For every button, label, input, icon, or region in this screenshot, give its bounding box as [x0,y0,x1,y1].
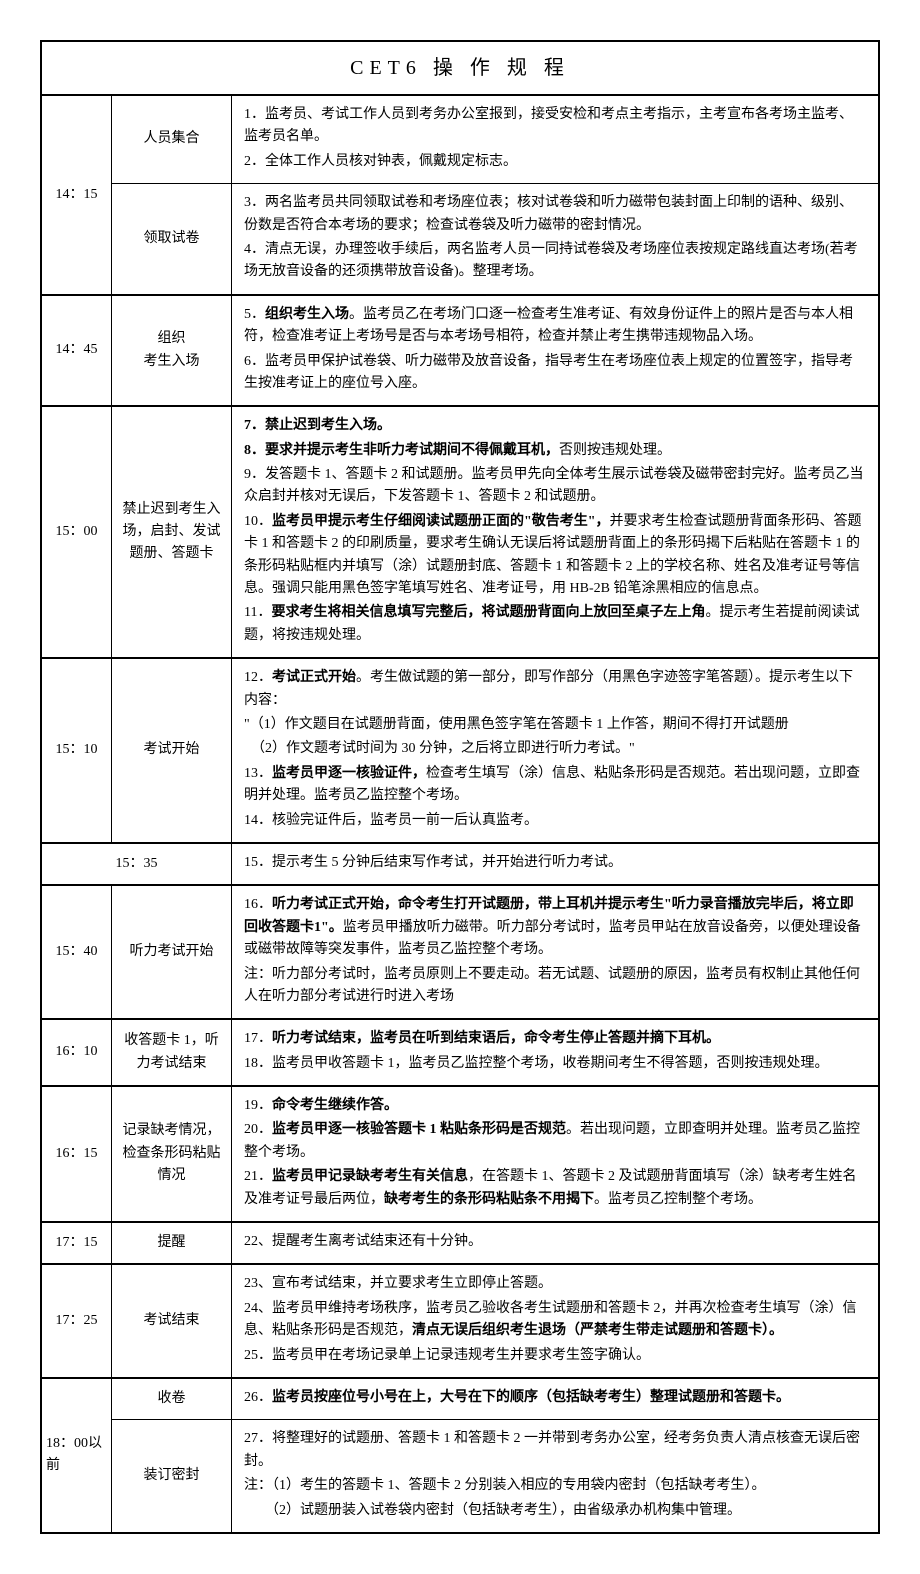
content-line: 21．监考员甲记录缺考考生有关信息，在答题卡 1、答题卡 2 及试题册背面填写（… [244,1166,866,1211]
time-cell: 18：00以前 [42,1379,112,1532]
table-row: 15：35 15．提示考生 5 分钟后结束写作考试，并开始进行听力考试。 [42,844,878,886]
content-line: 9．发答题卡 1、答题卡 2 和试题册。监考员甲先向全体考生展示试卷袋及磁带密封… [244,464,866,509]
content-line: 8．要求并提示考生非听力考试期间不得佩戴耳机，否则按违规处理。 [244,440,866,462]
time-cell: 15：10 [42,659,112,842]
content-line: 2．全体工作人员核对钟表，佩戴规定标志。 [244,151,866,173]
content-line: 19．命令考生继续作答。 [244,1095,866,1117]
activity-cell: 收卷 [112,1379,232,1419]
time-cell: 14：15 [42,96,112,294]
activity-cell: 领取试卷 [112,184,232,294]
activity-cell: 考试结束 [112,1265,232,1377]
table-row: 14：15人员集合 1．监考员、考试工作人员到考务办公室报到，接受安检和考点主考指… [42,96,878,296]
content-cell: 26．监考员按座位号小号在上，大号在下的顺序（包括缺考考生）整理试题册和答题卡。 [232,1379,878,1419]
content-line: 11．要求考生将相关信息填写完整后，将试题册背面向上放回至桌子左上角。提示考生若… [244,602,866,647]
content-line: 22、提醒考生离考试结束还有十分钟。 [244,1231,866,1253]
content-cell: 3．两名监考员共同领取试卷和考场座位表；核对试卷袋和听力磁带包装封面上印制的语种… [232,184,878,294]
table-row: 16：10收答题卡 1，听力考试结束17．听力考试结束，监考员在听到结束语后，命… [42,1020,878,1087]
activity-cell: 组织考生入场 [112,296,232,406]
content-line: （2）作文题考试时间为 30 分钟，之后将立即进行听力考试。" [244,738,866,760]
activity-cell: 装订密封 [112,1420,232,1532]
content-line: 27．将整理好的试题册、答题卡 1 和答题卡 2 一并带到考务办公室，经考务负责… [244,1428,866,1473]
content-line: 4．清点无误，办理签收手续后，两名监考人员一同持试卷袋及考场座位表按规定路线直达… [244,239,866,284]
time-cell: 15：40 [42,886,112,1018]
content-line: 5．组织考生入场。监考员乙在考场门口逐一检查考生准考证、有效身份证件上的照片是否… [244,304,866,349]
content-line: 14．核验完证件后，监考员一前一后认真监考。 [244,810,866,832]
content-cell: 22、提醒考生离考试结束还有十分钟。 [232,1223,878,1263]
activity-cell: 人员集合 [112,96,232,183]
content-cell: 15．提示考生 5 分钟后结束写作考试，并开始进行听力考试。 [232,844,878,884]
schedule-table: CET6 操 作 规 程 14：15人员集合 1．监考员、考试工作人员到考务办公室… [40,40,880,1534]
content-line: 3．两名监考员共同领取试卷和考场座位表；核对试卷袋和听力磁带包装封面上印制的语种… [244,192,866,237]
content-line: 15．提示考生 5 分钟后结束写作考试，并开始进行听力考试。 [244,852,866,874]
table-row: 18：00以前收卷 26．监考员按座位号小号在上，大号在下的顺序（包括缺考考生）整… [42,1379,878,1532]
activity-cell: 提醒 [112,1223,232,1263]
content-line: 10．监考员甲提示考生仔细阅读试题册正面的"敬告考生"，并要求考生检查试题册背面… [244,511,866,601]
subrows: 人员集合 1．监考员、考试工作人员到考务办公室报到，接受安检和考点主考指示，主考宣… [112,96,878,294]
content-cell: 27．将整理好的试题册、答题卡 1 和答题卡 2 一并带到考务办公室，经考务负责… [232,1420,878,1532]
table-row: 15：10考试开始 12．考试正式开始。考生做试题的第一部分，即写作部分（用黑色字… [42,659,878,844]
content-cell: 12．考试正式开始。考生做试题的第一部分，即写作部分（用黑色字迹签字笔答题）。提… [232,659,878,842]
content-cell: 23、宣布考试结束，并立要求考生立即停止答题。 24、监考员甲维持考场秩序，监考员… [232,1265,878,1377]
page-title: CET6 操 作 规 程 [42,42,878,96]
content-cell: 19．命令考生继续作答。20．监考员甲逐一核验答题卡 1 粘贴条形码是否规范。若… [232,1087,878,1221]
sub-row: 收卷 26．监考员按座位号小号在上，大号在下的顺序（包括缺考考生）整理试题册和答题… [112,1379,878,1420]
content-line: 注：（1）考生的答题卡 1、答题卡 2 分别装入相应的专用袋内密封（包括缺考考生… [244,1475,866,1497]
content-line: "（1）作文题目在试题册背面，使用黑色签字笔在答题卡 1 上作答，期间不得打开试… [244,714,866,736]
sub-row: 领取试卷 3．两名监考员共同领取试卷和考场座位表；核对试卷袋和听力磁带包装封面上印… [112,184,878,294]
table-row: 16：15记录缺考情况，检查条形码粘贴情况19．命令考生继续作答。20．监考员甲… [42,1087,878,1223]
content-line: 注：听力部分考试时，监考员原则上不要走动。若无试题、试题册的原因，监考员有权制止… [244,964,866,1009]
content-line: 13．监考员甲逐一核验证件，检查考生填写（涂）信息、粘贴条形码是否规范。若出现问… [244,763,866,808]
time-cell: 17：15 [42,1223,112,1263]
sub-row: 人员集合 1．监考员、考试工作人员到考务办公室报到，接受安检和考点主考指示，主考宣… [112,96,878,184]
content-line: 23、宣布考试结束，并立要求考生立即停止答题。 [244,1273,866,1295]
content-line: 7．禁止迟到考生入场。 [244,415,866,437]
content-line: 24、监考员甲维持考场秩序，监考员乙验收各考生试题册和答题卡 2，并再次检查考生… [244,1298,866,1343]
content-line: 16．听力考试正式开始，命令考生打开试题册，带上耳机并提示考生"听力录音播放完毕… [244,894,866,961]
table-body: 14：15人员集合 1．监考员、考试工作人员到考务办公室报到，接受安检和考点主考指… [42,96,878,1532]
content-line: （2）试题册装入试卷袋内密封（包括缺考考生），由省级承办机构集中管理。 [244,1500,866,1522]
content-line: 25．监考员甲在考场记录单上记录违规考生并要求考生签字确认。 [244,1345,866,1367]
table-row: 17：15提醒 22、提醒考生离考试结束还有十分钟。 [42,1223,878,1265]
activity-cell: 考试开始 [112,659,232,842]
content-line: 12．考试正式开始。考生做试题的第一部分，即写作部分（用黑色字迹签字笔答题）。提… [244,667,866,712]
time-cell: 17：25 [42,1265,112,1377]
time-cell: 16：10 [42,1020,112,1085]
content-line: 26．监考员按座位号小号在上，大号在下的顺序（包括缺考考生）整理试题册和答题卡。 [244,1387,866,1409]
content-cell: 5．组织考生入场。监考员乙在考场门口逐一检查考生准考证、有效身份证件上的照片是否… [232,296,878,406]
content-line: 1．监考员、考试工作人员到考务办公室报到，接受安检和考点主考指示，主考宣布各考场… [244,104,866,149]
time-cell: 16：15 [42,1087,112,1221]
time-cell: 15：00 [42,407,112,657]
time-activity-cell: 15：35 [42,844,232,884]
table-row: 15：00禁止迟到考生入场，启封、发试题册、答题卡 7．禁止迟到考生入场。 8．要求… [42,407,878,659]
content-line: 18．监考员甲收答题卡 1，监考员乙监控整个考场，收卷期间考生不得答题，否则按违… [244,1053,866,1075]
content-cell: 17．听力考试结束，监考员在听到结束语后，命令考生停止答题并摘下耳机。 18．监考… [232,1020,878,1085]
activity-cell: 禁止迟到考生入场，启封、发试题册、答题卡 [112,407,232,657]
sub-row: 装订密封 27．将整理好的试题册、答题卡 1 和答题卡 2 一并带到考务办公室，经… [112,1420,878,1532]
activity-cell: 听力考试开始 [112,886,232,1018]
table-row: 17：25考试结束 23、宣布考试结束，并立要求考生立即停止答题。 24、监考员甲维… [42,1265,878,1379]
table-row: 14：45组织考生入场 5．组织考生入场。监考员乙在考场门口逐一检查考生准考证、有… [42,296,878,408]
time-cell: 14：45 [42,296,112,406]
activity-cell: 记录缺考情况，检查条形码粘贴情况 [112,1087,232,1221]
subrows: 收卷 26．监考员按座位号小号在上，大号在下的顺序（包括缺考考生）整理试题册和答题… [112,1379,878,1532]
content-line: 6．监考员甲保护试卷袋、听力磁带及放音设备，指导考生在考场座位表上规定的位置签字… [244,351,866,396]
content-line: 20．监考员甲逐一核验答题卡 1 粘贴条形码是否规范。若出现问题，立即查明并处理… [244,1119,866,1164]
content-cell: 7．禁止迟到考生入场。 8．要求并提示考生非听力考试期间不得佩戴耳机，否则按违规处… [232,407,878,657]
table-row: 15：40听力考试开始16．听力考试正式开始，命令考生打开试题册，带上耳机并提示… [42,886,878,1020]
content-line: 17．听力考试结束，监考员在听到结束语后，命令考生停止答题并摘下耳机。 [244,1028,866,1050]
activity-cell: 收答题卡 1，听力考试结束 [112,1020,232,1085]
content-cell: 16．听力考试正式开始，命令考生打开试题册，带上耳机并提示考生"听力录音播放完毕… [232,886,878,1018]
content-cell: 1．监考员、考试工作人员到考务办公室报到，接受安检和考点主考指示，主考宣布各考场… [232,96,878,183]
